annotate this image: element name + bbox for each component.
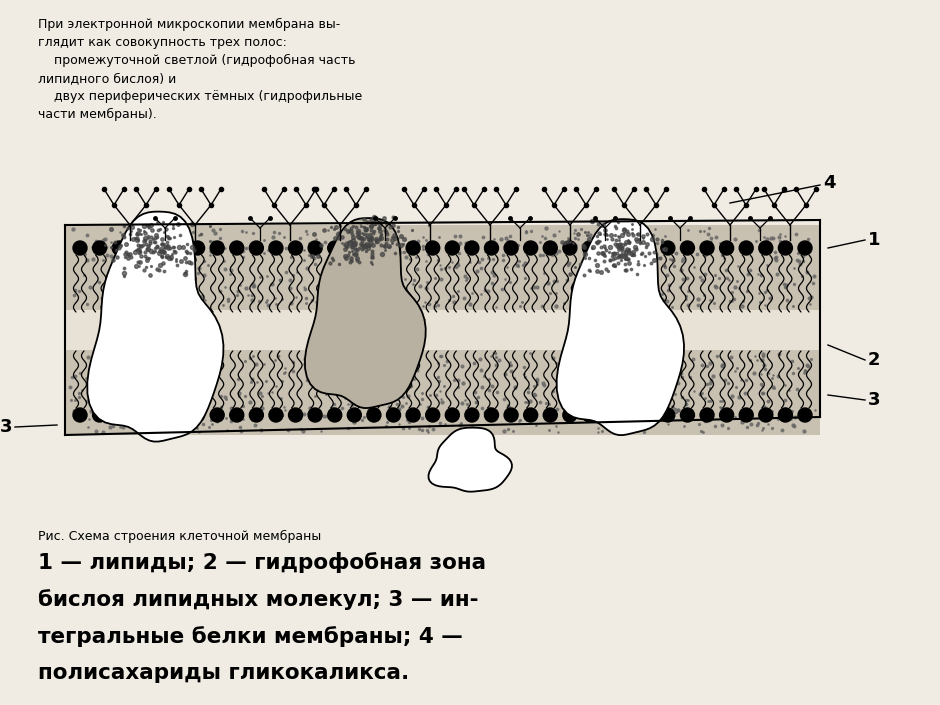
- Circle shape: [151, 408, 165, 422]
- Circle shape: [367, 408, 381, 422]
- Text: При электронной микроскопии мембрана вы-: При электронной микроскопии мембрана вы-: [38, 18, 340, 31]
- Circle shape: [543, 408, 557, 422]
- Text: 2: 2: [868, 351, 881, 369]
- Text: 1: 1: [868, 231, 881, 249]
- Circle shape: [426, 241, 440, 255]
- Circle shape: [347, 408, 361, 422]
- Text: тегральные белки мембраны; 4 —: тегральные белки мембраны; 4 —: [38, 626, 462, 647]
- Circle shape: [661, 241, 675, 255]
- Polygon shape: [65, 350, 820, 435]
- Circle shape: [132, 241, 146, 255]
- Circle shape: [211, 408, 224, 422]
- Circle shape: [739, 241, 753, 255]
- Text: части мембраны).: части мембраны).: [38, 108, 157, 121]
- Circle shape: [661, 408, 675, 422]
- Circle shape: [484, 241, 498, 255]
- Circle shape: [798, 408, 812, 422]
- Circle shape: [229, 408, 243, 422]
- Circle shape: [641, 241, 655, 255]
- Polygon shape: [305, 218, 426, 408]
- Text: двух периферических тёмных (гидрофильные: двух периферических тёмных (гидрофильные: [38, 90, 362, 103]
- Polygon shape: [429, 428, 512, 491]
- Text: липидного бислоя) и: липидного бислоя) и: [38, 72, 177, 85]
- Circle shape: [739, 408, 753, 422]
- Circle shape: [386, 241, 400, 255]
- Circle shape: [524, 241, 538, 255]
- Text: промежуточной светлой (гидрофобная часть: промежуточной светлой (гидрофобная часть: [38, 54, 355, 67]
- Circle shape: [621, 241, 635, 255]
- Circle shape: [308, 408, 322, 422]
- Circle shape: [132, 408, 146, 422]
- Circle shape: [289, 241, 303, 255]
- Circle shape: [563, 241, 577, 255]
- Text: Рис. Схема строения клеточной мембраны: Рис. Схема строения клеточной мембраны: [38, 530, 321, 543]
- Circle shape: [700, 408, 714, 422]
- Circle shape: [328, 241, 342, 255]
- Circle shape: [602, 241, 616, 255]
- Circle shape: [73, 408, 87, 422]
- Circle shape: [700, 241, 714, 255]
- Circle shape: [563, 408, 577, 422]
- Circle shape: [191, 408, 205, 422]
- Circle shape: [406, 241, 420, 255]
- Circle shape: [484, 408, 498, 422]
- Circle shape: [778, 408, 792, 422]
- Circle shape: [720, 408, 733, 422]
- Circle shape: [269, 241, 283, 255]
- Circle shape: [171, 241, 185, 255]
- Circle shape: [446, 241, 460, 255]
- Circle shape: [641, 408, 655, 422]
- Circle shape: [583, 241, 597, 255]
- Circle shape: [621, 408, 635, 422]
- Circle shape: [465, 408, 478, 422]
- Circle shape: [759, 241, 773, 255]
- Circle shape: [681, 408, 695, 422]
- Circle shape: [289, 408, 303, 422]
- Circle shape: [151, 241, 165, 255]
- Circle shape: [446, 408, 460, 422]
- Circle shape: [328, 408, 342, 422]
- Circle shape: [211, 241, 224, 255]
- Polygon shape: [65, 225, 820, 310]
- Circle shape: [367, 241, 381, 255]
- Circle shape: [269, 408, 283, 422]
- Circle shape: [759, 408, 773, 422]
- Circle shape: [720, 241, 733, 255]
- Circle shape: [229, 241, 243, 255]
- Polygon shape: [65, 310, 820, 350]
- Circle shape: [112, 241, 126, 255]
- Circle shape: [191, 241, 205, 255]
- Circle shape: [308, 241, 322, 255]
- Circle shape: [602, 408, 616, 422]
- Polygon shape: [87, 212, 224, 441]
- Circle shape: [465, 241, 478, 255]
- Circle shape: [798, 241, 812, 255]
- Circle shape: [426, 408, 440, 422]
- Polygon shape: [556, 219, 684, 435]
- Circle shape: [93, 241, 106, 255]
- Circle shape: [93, 408, 106, 422]
- Text: глядит как совокупность трех полос:: глядит как совокупность трех полос:: [38, 36, 287, 49]
- Circle shape: [171, 408, 185, 422]
- Circle shape: [406, 408, 420, 422]
- Circle shape: [543, 241, 557, 255]
- Circle shape: [524, 408, 538, 422]
- Circle shape: [73, 241, 87, 255]
- Circle shape: [386, 408, 400, 422]
- Circle shape: [583, 408, 597, 422]
- Circle shape: [347, 241, 361, 255]
- Circle shape: [504, 408, 518, 422]
- Text: 4: 4: [823, 174, 836, 192]
- Circle shape: [504, 241, 518, 255]
- Text: полисахариды гликокаликса.: полисахариды гликокаликса.: [38, 663, 409, 683]
- Text: 3: 3: [0, 418, 12, 436]
- Circle shape: [249, 241, 263, 255]
- Text: 3: 3: [868, 391, 881, 409]
- Circle shape: [112, 408, 126, 422]
- Text: бислоя липидных молекул; 3 — ин-: бислоя липидных молекул; 3 — ин-: [38, 589, 478, 610]
- Circle shape: [778, 241, 792, 255]
- Text: 1 — липиды; 2 — гидрофобная зона: 1 — липиды; 2 — гидрофобная зона: [38, 552, 486, 573]
- Circle shape: [681, 241, 695, 255]
- Circle shape: [249, 408, 263, 422]
